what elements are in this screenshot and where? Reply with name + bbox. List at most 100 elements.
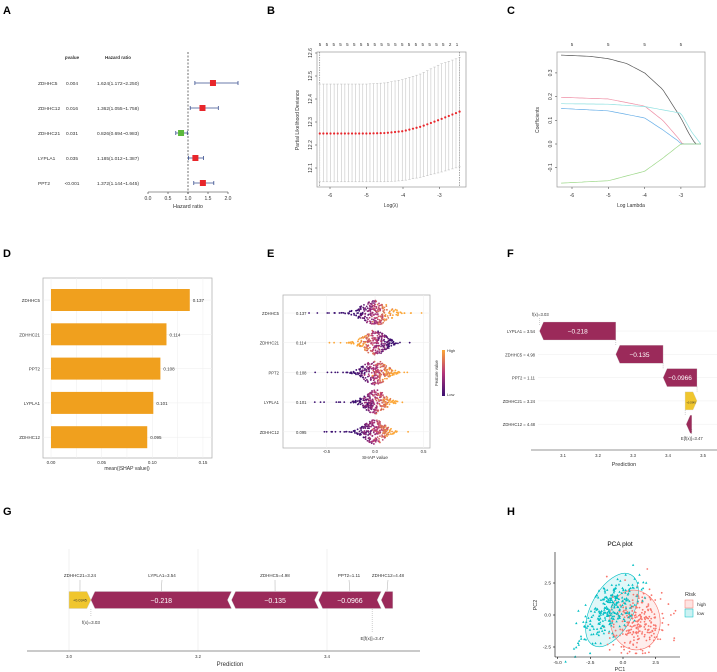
shap-point [351, 340, 354, 343]
shap-point [371, 399, 374, 402]
shap-point [376, 321, 379, 324]
contribution-bar [662, 368, 698, 387]
force-segment [231, 591, 319, 609]
shap-point [308, 312, 310, 314]
shap-point [356, 371, 359, 374]
shap-point [399, 341, 401, 344]
pca-point-low [621, 596, 624, 599]
shap-point [376, 436, 379, 439]
shap-point [363, 310, 366, 312]
shap-point [350, 342, 353, 345]
pca-point-low [601, 629, 604, 632]
shap-point [364, 438, 367, 441]
shap-point [394, 402, 397, 404]
y-tick-label: ZDHHC21 [19, 332, 40, 337]
shap-point [338, 312, 341, 314]
panel-label: C [507, 5, 515, 17]
shap-point [380, 392, 382, 395]
x-tick-label: 3.4 [324, 654, 330, 659]
shap-point [375, 316, 378, 319]
pca-point-high [628, 621, 631, 624]
shap-point [386, 398, 389, 401]
shap-point [366, 427, 369, 430]
pca-point-low [575, 621, 578, 625]
feature-label: ZDHHC21=3.24 [64, 573, 97, 578]
shap-point [375, 331, 377, 334]
shap-point [382, 346, 385, 348]
shap-point [377, 382, 379, 384]
pca-point-high [641, 652, 644, 655]
pca-point-low [627, 612, 631, 615]
legend-label: low [697, 611, 705, 617]
pca-point-high [653, 616, 656, 619]
legend-key-high [684, 599, 694, 609]
shap-point [378, 333, 380, 335]
shap-point [366, 381, 369, 384]
hazard-ratio-point [209, 80, 216, 86]
panel-label: D [3, 248, 11, 260]
shap-point [370, 440, 373, 443]
shap-point [385, 402, 387, 405]
shap-point [389, 374, 392, 377]
shap-point [367, 333, 370, 335]
pca-point-low [590, 633, 593, 636]
pca-point-low [622, 588, 625, 591]
pca-point-high [635, 632, 638, 635]
panel-label: E [267, 248, 274, 260]
shap-point [375, 374, 378, 377]
pca-point-low [608, 608, 611, 611]
y-tick-label: 12.6 [308, 48, 314, 58]
shap-point [358, 399, 360, 402]
shap-point [380, 322, 383, 325]
shap-point [390, 344, 393, 347]
pca-point-low [614, 598, 617, 601]
column-header-pvalue: pvalue [65, 55, 80, 60]
x-tick-label: -4 [642, 193, 647, 199]
top-count-label: 5 [353, 42, 356, 47]
x-tick-label: 0.0 [620, 660, 627, 666]
hazard-ratio-label: 1.624(1.172~2.250) [97, 81, 139, 87]
pca-point-high [667, 623, 670, 626]
shap-point [375, 412, 378, 415]
pca-point-low [641, 586, 645, 590]
shap-point [370, 401, 373, 403]
pca-point-high [650, 611, 653, 613]
pca-point-high [639, 648, 642, 651]
top-count-label: 5 [360, 42, 363, 47]
pca-point-low [611, 603, 614, 606]
pca-point-low [580, 637, 583, 640]
pca-point-high [635, 652, 638, 655]
shap-point [372, 318, 375, 321]
shap-point [396, 314, 399, 317]
pca-point-high [649, 608, 652, 611]
pca-point-low [601, 619, 605, 622]
deviance-point [325, 132, 329, 135]
shap-point [365, 406, 368, 409]
contribution-bar [686, 415, 692, 434]
shap-point [374, 351, 377, 354]
pca-point-high [614, 629, 617, 632]
shap-point [378, 381, 381, 384]
pca-point-low [603, 589, 607, 592]
shap-point [369, 378, 372, 380]
shap-point [334, 371, 337, 374]
pca-point-low [572, 647, 576, 650]
pca-point-high [620, 645, 623, 648]
pca-point-low [631, 583, 634, 586]
shap-point [368, 346, 371, 349]
pca-point-high [608, 648, 611, 651]
x-tick-label: -6 [570, 193, 575, 199]
shap-point [319, 401, 322, 403]
shap-point [381, 350, 383, 353]
pca-point-low [617, 597, 621, 600]
pca-point-low [642, 581, 645, 584]
shap-point [373, 373, 376, 376]
shap-point [381, 340, 383, 342]
shap-point [364, 348, 366, 350]
shap-point [353, 429, 356, 432]
shap-point [384, 431, 386, 434]
shap-point [365, 409, 368, 411]
shap-point [361, 402, 364, 405]
shap-point [373, 390, 376, 393]
shap-point [380, 405, 383, 408]
